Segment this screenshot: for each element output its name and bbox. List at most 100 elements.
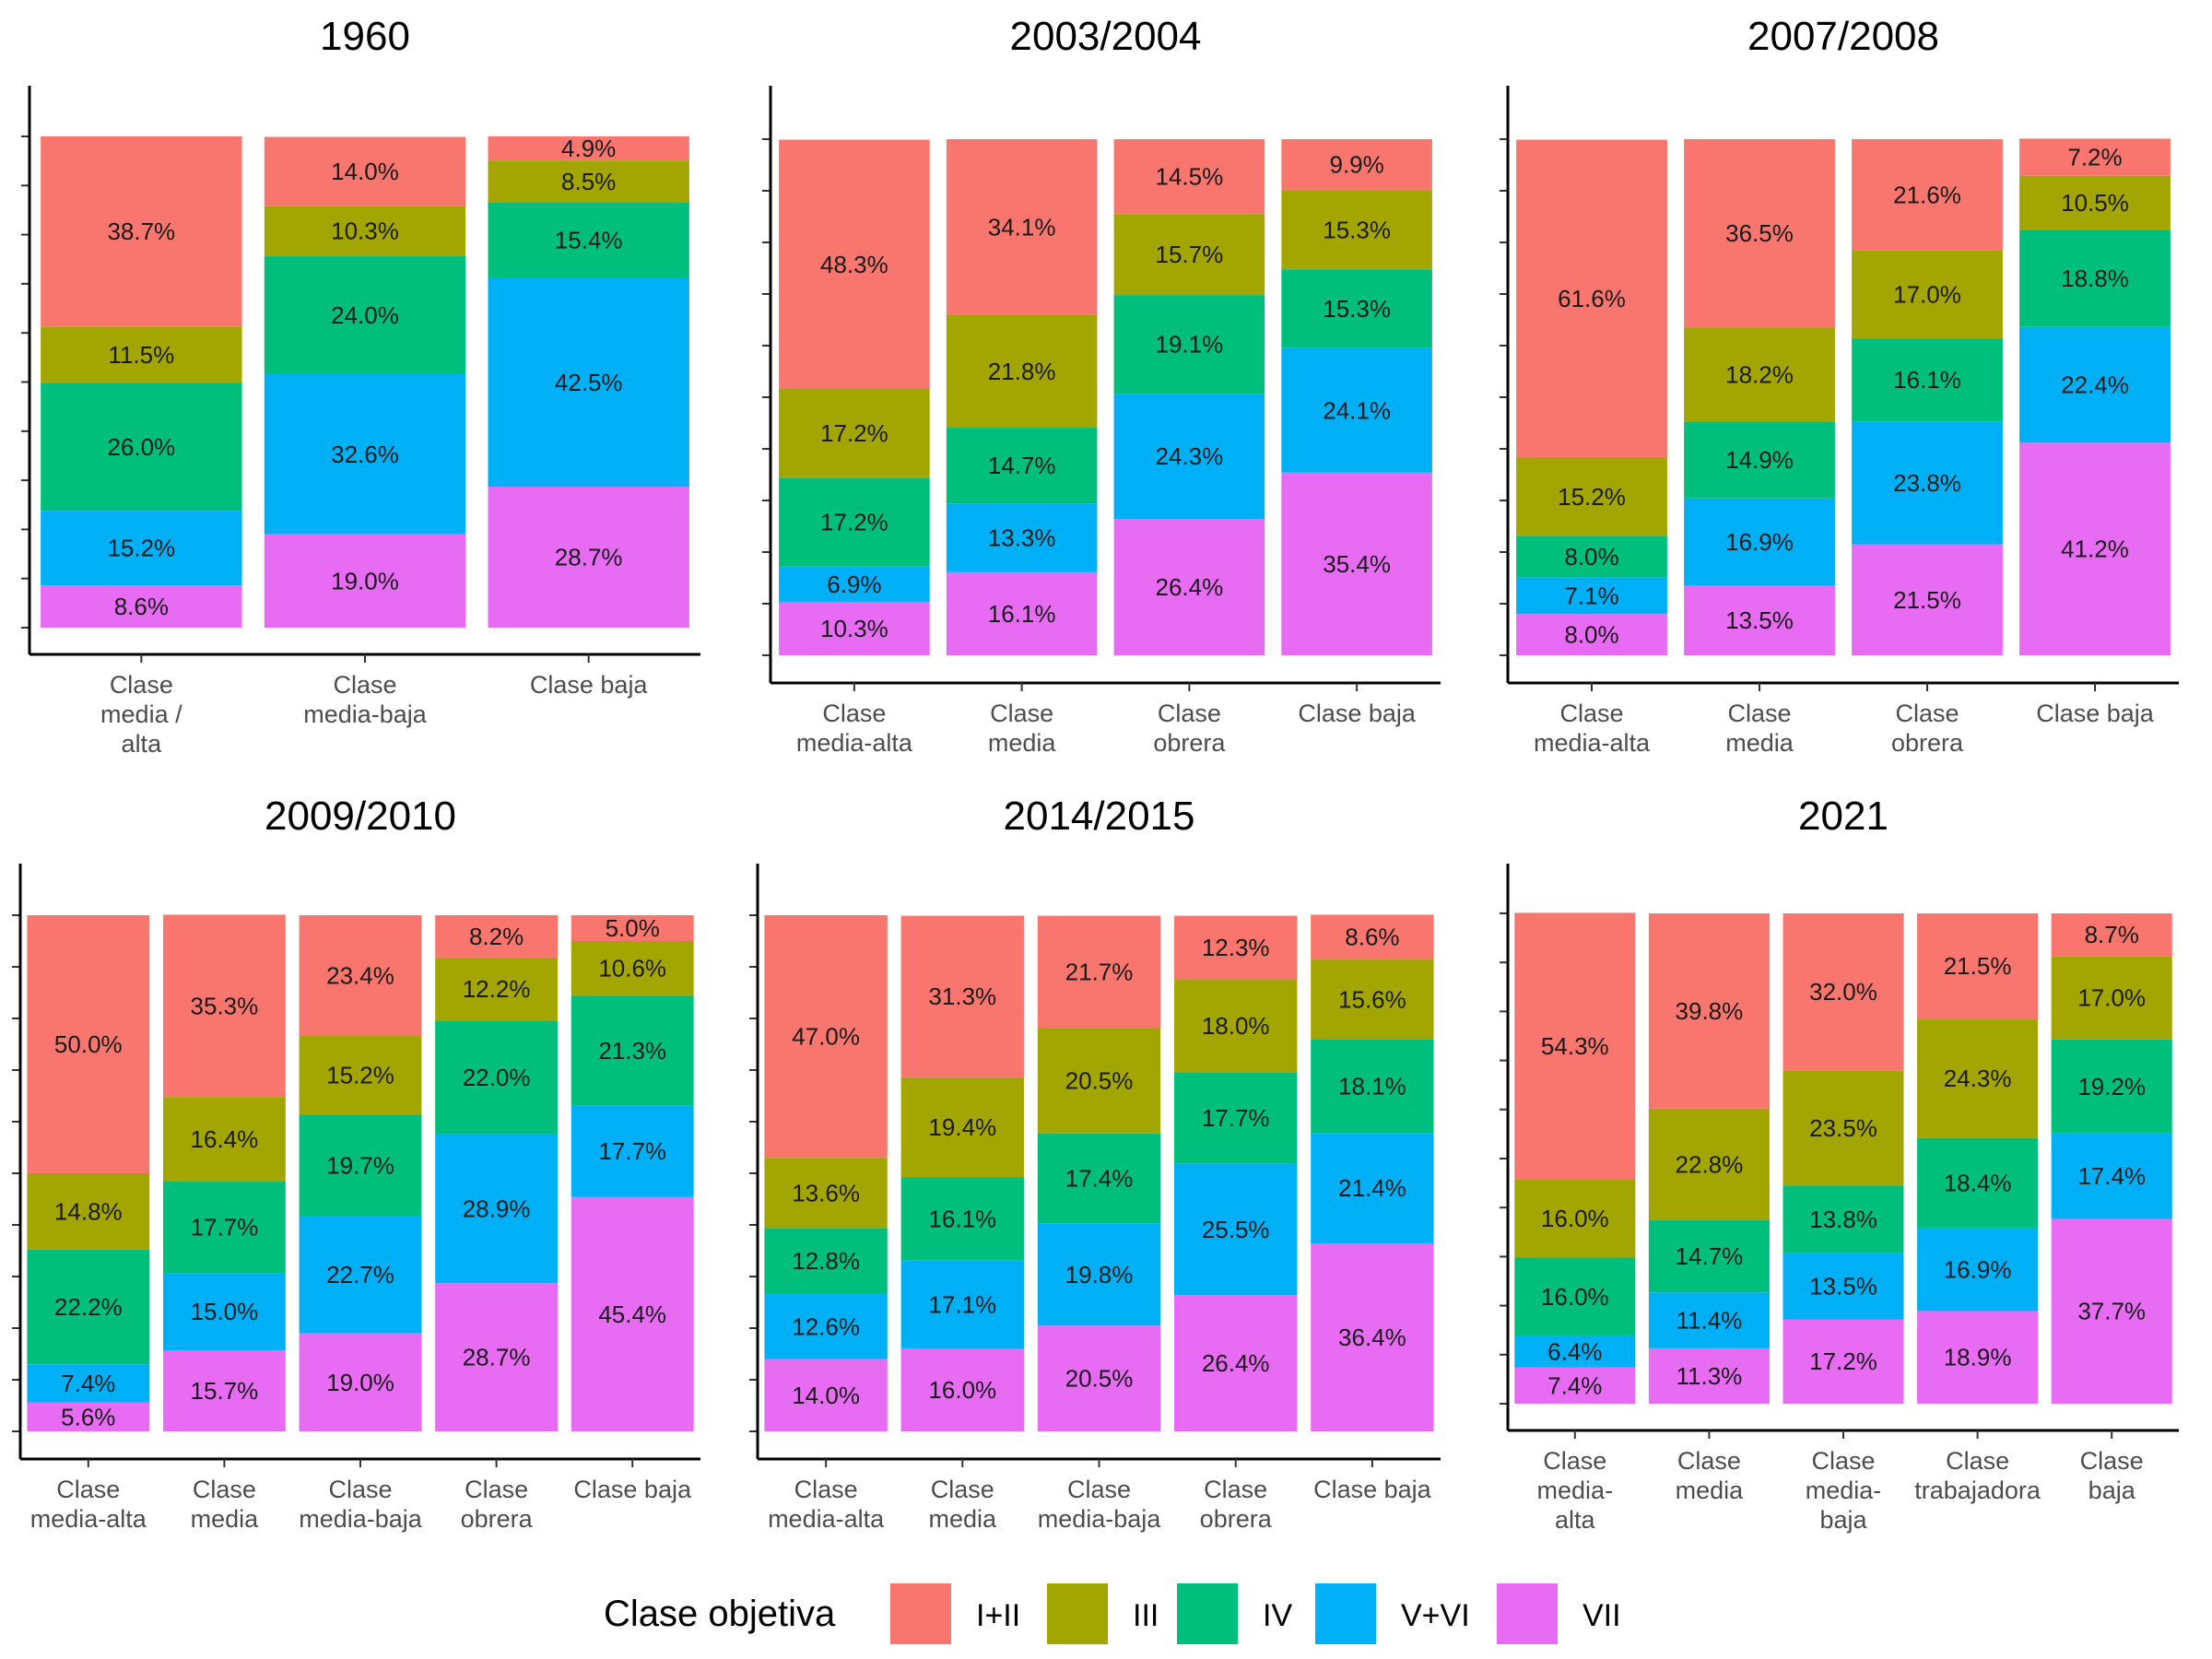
data-label: 17.2%	[820, 419, 888, 447]
bar-segment	[900, 1177, 1024, 1261]
data-label: 10.5%	[2061, 189, 2129, 217]
data-label: 17.7%	[598, 1137, 666, 1165]
bar-segment	[264, 206, 466, 257]
bar-segment	[1281, 472, 1432, 655]
data-label: 17.0%	[1893, 281, 1961, 309]
data-label: 23.4%	[326, 962, 394, 990]
panel-title: 2003/2004	[1010, 14, 1202, 59]
data-label: 45.4%	[598, 1300, 666, 1328]
data-label: 4.9%	[561, 135, 616, 162]
bar-segment	[1684, 421, 1835, 499]
data-label: 24.3%	[1944, 1065, 2012, 1092]
category-label: media-alta	[796, 729, 913, 757]
data-label: 19.7%	[326, 1151, 394, 1179]
bar-segment	[764, 1158, 888, 1229]
category-label: Clase	[1067, 1476, 1131, 1503]
bar-segment	[764, 915, 888, 1159]
bar-segment	[1514, 1179, 1636, 1258]
bar-segment	[435, 1134, 559, 1284]
bar-segment	[1917, 1137, 2039, 1229]
data-label: 18.1%	[1338, 1073, 1406, 1100]
data-label: 19.1%	[1156, 331, 1224, 359]
bar-segment	[264, 373, 466, 535]
category-label: Clase	[328, 1476, 392, 1503]
bar-segment	[1516, 614, 1667, 655]
data-label: 12.3%	[1202, 934, 1270, 961]
legend-title: Clase objetiva	[604, 1594, 836, 1634]
data-label: 5.0%	[606, 914, 660, 942]
bar-segment	[1852, 139, 2003, 251]
bar-segment	[1852, 338, 2003, 422]
data-label: 15.4%	[555, 226, 623, 253]
data-label: 17.2%	[1809, 1347, 1877, 1375]
bar-segment	[779, 389, 930, 478]
data-label: 13.6%	[792, 1179, 860, 1206]
bar-segment	[27, 1249, 150, 1365]
bar-segment	[1174, 979, 1298, 1073]
bar-segment	[1174, 915, 1298, 980]
panel-2: 2007/20088.0%7.1%8.0%15.2%61.6%Clasemedi…	[1500, 14, 2179, 757]
bar-segment	[435, 1283, 559, 1431]
category-label: Clase	[1158, 700, 1221, 727]
category-label: Clase	[794, 1476, 858, 1503]
data-label: 32.6%	[331, 441, 399, 468]
category-label: media-alta	[768, 1505, 885, 1533]
bar-segment	[435, 915, 559, 958]
bar-segment	[946, 314, 1098, 429]
bar-segment	[1037, 1133, 1161, 1224]
data-label: 16.0%	[928, 1376, 996, 1404]
data-label: 21.3%	[598, 1037, 666, 1065]
data-label: 26.4%	[1156, 573, 1224, 601]
data-label: 14.0%	[792, 1382, 860, 1409]
bar-segment	[571, 915, 694, 941]
data-label: 6.9%	[827, 571, 881, 598]
data-label: 26.0%	[107, 433, 175, 461]
bar-segment	[946, 139, 1098, 315]
legend-key	[1497, 1583, 1558, 1644]
bar-segment	[264, 256, 466, 374]
bar-segment	[1852, 544, 2003, 655]
bar-segment	[1852, 250, 2003, 339]
bar-segment	[1037, 1325, 1161, 1431]
data-label: 15.3%	[1323, 295, 1391, 323]
bar-segment	[1684, 585, 1835, 655]
data-label: 34.1%	[988, 213, 1056, 241]
data-label: 54.3%	[1541, 1032, 1609, 1060]
category-label: obrera	[461, 1505, 534, 1533]
category-label: trabajadora	[1914, 1477, 2041, 1504]
legend-key	[1177, 1583, 1238, 1644]
data-label: 17.4%	[1065, 1165, 1134, 1193]
category-label: Clase	[1811, 1447, 1875, 1475]
bar-segment	[571, 995, 694, 1106]
data-label: 12.6%	[792, 1312, 860, 1340]
data-label: 19.0%	[326, 1369, 394, 1396]
bar-segment	[1783, 1319, 1904, 1404]
category-label: media-alta	[1534, 729, 1651, 757]
category-label: Clase	[1559, 700, 1623, 727]
bar-segment	[488, 277, 689, 488]
data-label: 14.5%	[1156, 163, 1224, 191]
bar-segment	[571, 1196, 694, 1431]
bar-segment	[1281, 139, 1432, 191]
bar-segment	[1783, 1070, 1904, 1186]
bar-segment	[764, 1294, 888, 1359]
category-label: media	[988, 729, 1057, 757]
data-label: 22.7%	[326, 1261, 394, 1288]
category-label: media /	[100, 700, 182, 728]
bar-segment	[779, 477, 930, 567]
legend-item: V+VI	[1315, 1583, 1470, 1644]
data-label: 37.7%	[2077, 1298, 2146, 1325]
data-label: 61.6%	[1558, 285, 1626, 312]
data-label: 14.7%	[988, 452, 1056, 479]
data-label: 35.3%	[191, 992, 259, 1019]
category-label: Clase	[465, 1476, 528, 1503]
category-label: Clase	[1543, 1447, 1606, 1475]
category-label: baja	[1819, 1506, 1867, 1534]
bar-segment	[27, 1402, 150, 1431]
category-label: baja	[2088, 1477, 2136, 1504]
bar-segment	[1514, 1257, 1636, 1336]
panel-title: 2014/2015	[1004, 794, 1195, 839]
data-label: 12.2%	[463, 975, 531, 1003]
data-label: 16.1%	[1893, 366, 1961, 394]
